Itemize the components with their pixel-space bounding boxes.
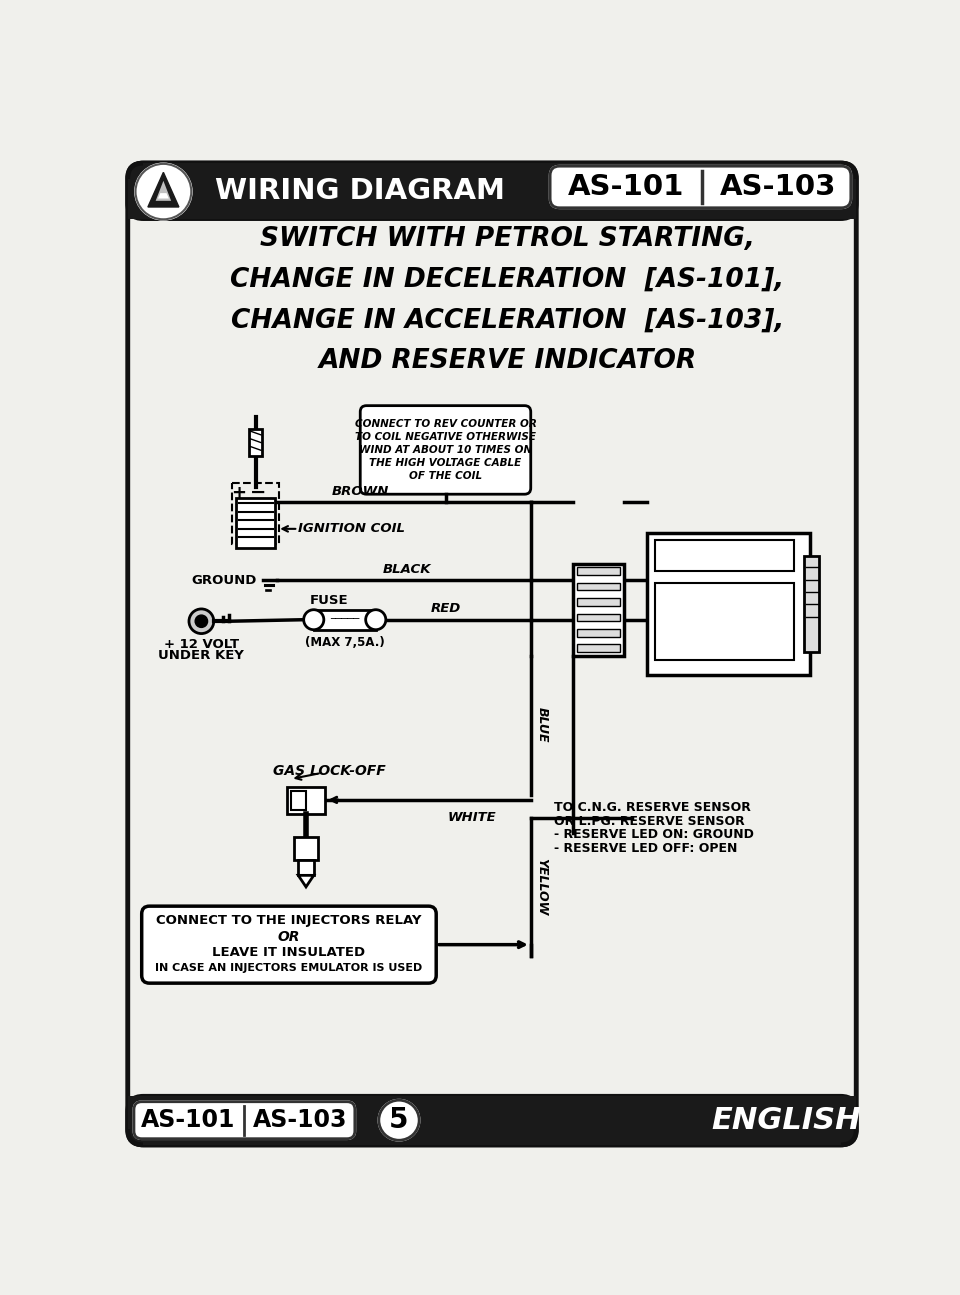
Polygon shape [148, 172, 179, 207]
Bar [295, 837, 318, 860]
Text: AS-101: AS-101 [568, 174, 684, 201]
Text: + 12 VOLT: + 12 VOLT [164, 638, 239, 651]
Text: CONNECT TO THE INJECTORS RELAY: CONNECT TO THE INJECTORS RELAY [156, 913, 421, 926]
FancyBboxPatch shape [550, 166, 851, 207]
Text: RED: RED [430, 602, 461, 615]
Text: LEAVE IT INSULATED: LEAVE IT INSULATED [212, 945, 366, 958]
Bar [655, 583, 794, 659]
Bar [128, 179, 856, 219]
Circle shape [303, 610, 324, 629]
Bar [379, 1101, 420, 1140]
Text: OR L.PG. RESERVE SENSOR: OR L.PG. RESERVE SENSOR [554, 815, 745, 828]
Bar [577, 598, 620, 606]
Text: AS-103: AS-103 [720, 174, 836, 201]
Text: GROUND: GROUND [192, 574, 257, 587]
Bar [143, 163, 841, 219]
Text: CHANGE IN DECELERATION  [AS-101],: CHANGE IN DECELERATION [AS-101], [230, 267, 784, 293]
Text: WHITE: WHITE [447, 811, 496, 824]
Text: TO C.N.G. RESERVE SENSOR: TO C.N.G. RESERVE SENSOR [554, 800, 751, 813]
Bar [250, 429, 262, 456]
Text: GAS LOCK-OFF: GAS LOCK-OFF [273, 764, 386, 778]
Bar [577, 614, 620, 622]
Text: WIRING DIAGRAM: WIRING DIAGRAM [215, 177, 505, 205]
Bar [299, 860, 314, 875]
FancyBboxPatch shape [128, 1097, 856, 1145]
Bar [314, 610, 375, 629]
Text: ENGLISH: ENGLISH [711, 1106, 861, 1134]
Circle shape [195, 615, 207, 627]
Text: −: − [250, 483, 266, 502]
Text: - RESERVE LED ON: GROUND: - RESERVE LED ON: GROUND [554, 829, 754, 842]
Bar [128, 1097, 856, 1129]
Circle shape [135, 164, 191, 219]
Text: YELLOW: YELLOW [536, 859, 548, 916]
Polygon shape [156, 181, 171, 201]
Polygon shape [299, 875, 314, 887]
Text: +: + [231, 483, 246, 501]
FancyBboxPatch shape [128, 163, 856, 219]
Text: CHANGE IN ACCELERATION  [AS-103],: CHANGE IN ACCELERATION [AS-103], [230, 307, 784, 333]
Text: ─────: ───── [330, 614, 359, 624]
Bar [236, 499, 275, 548]
FancyBboxPatch shape [360, 405, 531, 495]
Bar [577, 583, 620, 591]
Text: 5: 5 [389, 1106, 409, 1134]
Bar [647, 532, 809, 675]
Text: BROWN: BROWN [331, 486, 389, 499]
Text: (MAX 7,5A.): (MAX 7,5A.) [305, 636, 385, 649]
Bar [577, 629, 620, 637]
Bar [573, 563, 624, 655]
Text: IGNITION COIL: IGNITION COIL [299, 522, 405, 535]
Text: UNDER KEY: UNDER KEY [158, 649, 244, 663]
FancyBboxPatch shape [142, 906, 436, 983]
Text: AND RESERVE INDICATOR: AND RESERVE INDICATOR [319, 348, 697, 374]
Circle shape [366, 610, 386, 629]
Text: AS-101: AS-101 [141, 1109, 235, 1132]
Bar [655, 540, 794, 571]
Text: AS-103: AS-103 [253, 1109, 348, 1132]
Polygon shape [158, 193, 169, 198]
Text: - RESERVE LED OFF: OPEN: - RESERVE LED OFF: OPEN [554, 842, 737, 855]
Text: OR: OR [277, 930, 300, 944]
Bar [577, 645, 620, 653]
Text: FUSE: FUSE [310, 594, 348, 607]
Bar [143, 1111, 841, 1145]
Text: IN CASE AN INJECTORS EMULATOR IS USED: IN CASE AN INJECTORS EMULATOR IS USED [156, 962, 422, 973]
Text: BLACK: BLACK [382, 563, 431, 576]
FancyBboxPatch shape [128, 163, 856, 1145]
Circle shape [189, 609, 214, 633]
Text: CONNECT TO REV COUNTER OR
TO COIL NEGATIVE OTHERWISE
WIND AT ABOUT 10 TIMES ON
T: CONNECT TO REV COUNTER OR TO COIL NEGATI… [354, 418, 537, 482]
Bar [287, 787, 325, 813]
Text: SWITCH WITH PETROL STARTING,: SWITCH WITH PETROL STARTING, [260, 225, 755, 251]
Circle shape [379, 1101, 420, 1140]
Bar [804, 556, 819, 653]
Bar [577, 567, 620, 575]
Text: BLUE: BLUE [536, 707, 548, 743]
FancyBboxPatch shape [134, 1102, 355, 1138]
Bar [291, 791, 306, 809]
